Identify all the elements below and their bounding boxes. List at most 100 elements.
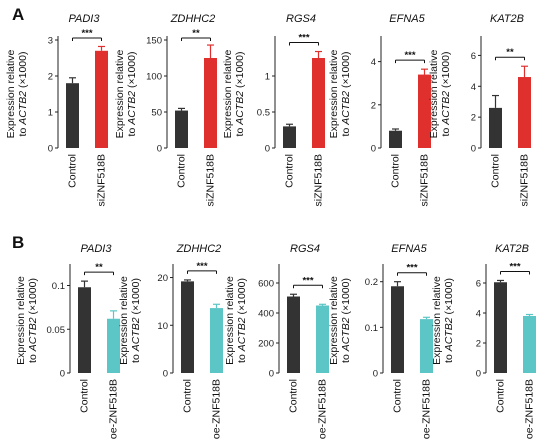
y-axis-label-line1: Expression relative — [224, 276, 236, 365]
category-label: Control — [176, 154, 188, 188]
y-tick-label: 400 — [258, 309, 274, 320]
y-tick-label: 0.2 — [365, 277, 378, 288]
y-axis-label-gene: ACTB2 — [126, 91, 138, 126]
y-axis-label-line2: to ACTB2 (×1000) — [126, 52, 138, 137]
y-axis-label-gene: ACTB2 — [27, 317, 39, 352]
y-axis-label-line2: to ACTB2 (×1000) — [443, 278, 455, 363]
category-label: oe-ZNF518B — [317, 379, 329, 439]
chart-a-efna5: EFNA5 Expression relative to ACTB2 (×1000)… — [328, 13, 431, 207]
y-tick-label: 100 — [146, 72, 162, 83]
y-tick-label: 4 — [371, 57, 376, 68]
y-tick-label: 0 — [269, 369, 274, 380]
bar-control — [181, 281, 194, 373]
y-axis-label-prefix: to — [340, 351, 352, 363]
y-axis-label-line1: Expression relative — [431, 276, 443, 365]
y-tick-label: 1 — [265, 72, 270, 83]
bar-treatment — [420, 319, 433, 373]
y-tick-label: 4 — [476, 309, 481, 320]
chart-b-rgs4: RGS4 Expression relative to ACTB2 (×1000) 0… — [224, 243, 329, 439]
y-axis-label-unit: (×1000) — [443, 278, 455, 317]
category-label: Control — [67, 154, 79, 188]
panel-label-b: B — [12, 233, 24, 252]
bar-control — [287, 296, 300, 373]
y-axis-label-gene: ACTB2 — [234, 91, 246, 126]
bar-treatment — [210, 308, 223, 373]
category-label: siZNF518B — [419, 154, 431, 207]
y-axis-label-prefix: to — [17, 125, 29, 137]
y-tick-label: 6 — [471, 51, 476, 62]
y-axis-label-gene: ACTB2 — [340, 91, 352, 126]
chart-b-kat2b: KAT2B Expression relative to ACTB2 (×1000)… — [431, 243, 536, 439]
significance-stars: ** — [506, 47, 514, 58]
category-label: siZNF518B — [519, 154, 531, 207]
y-axis-label-prefix: to — [130, 351, 142, 363]
y-tick-label: 3 — [48, 36, 53, 47]
bar-control — [66, 83, 79, 148]
significance-stars: *** — [302, 275, 313, 286]
chart-title: ZDHHC2 — [176, 243, 222, 255]
y-tick-label: 0 — [476, 369, 481, 380]
bar-treatment — [418, 74, 431, 148]
category-label: Control — [390, 154, 402, 188]
chart-title: RGS4 — [286, 13, 316, 25]
y-axis-label-prefix: to — [440, 125, 452, 137]
y-axis-label-line2: to ACTB2 (×1000) — [130, 278, 142, 363]
y-axis-label-unit: (×1000) — [236, 278, 248, 317]
y-tick-label: 0.5 — [257, 108, 270, 119]
bar-control — [283, 126, 296, 148]
bar-control — [389, 130, 402, 148]
y-tick-label: 2 — [471, 113, 476, 124]
y-axis-label-line2: to ACTB2 (×1000) — [440, 52, 452, 137]
significance-stars: *** — [298, 33, 309, 44]
y-axis-label-unit: (×1000) — [17, 52, 29, 91]
y-axis-label-line1: Expression relative — [114, 49, 126, 138]
y-tick-label: 20 — [157, 273, 168, 284]
chart-b-zdhhc2: ZDHHC2 Expression relative to ACTB2 (×1000… — [118, 243, 223, 439]
category-label: siZNF518B — [205, 154, 217, 207]
chart-title: EFNA5 — [389, 13, 425, 25]
y-axis-label-gene: ACTB2 — [236, 317, 248, 352]
y-tick-label: 0 — [48, 144, 53, 155]
y-axis-label-gene: ACTB2 — [130, 317, 142, 352]
significance-stars: *** — [196, 261, 207, 272]
category-label: oe-ZNF518B — [524, 379, 536, 439]
y-axis-label-line1: Expression relative — [428, 49, 440, 138]
bar-treatment — [316, 305, 329, 373]
significance-stars: *** — [406, 263, 417, 274]
y-axis-label-unit: (×1000) — [27, 278, 39, 317]
y-axis-label-line2: to ACTB2 (×1000) — [340, 52, 352, 137]
y-tick-label: 4 — [471, 82, 476, 93]
category-label: oe-ZNF518B — [108, 379, 120, 439]
category-label: Control — [182, 379, 194, 413]
y-tick-label: 150 — [146, 36, 162, 47]
category-label: Control — [79, 379, 91, 413]
y-tick-label: 0 — [373, 369, 378, 380]
category-label: Control — [288, 379, 300, 413]
y-tick-label: 0 — [157, 144, 162, 155]
y-tick-label: 0 — [60, 369, 65, 380]
y-axis-label-prefix: to — [236, 351, 248, 363]
y-axis-label-line2: to ACTB2 (×1000) — [234, 52, 246, 137]
y-axis-label-line1: Expression relative — [15, 276, 27, 365]
chart-title: KAT2B — [495, 243, 529, 255]
y-tick-label: 50 — [151, 108, 162, 119]
category-label: Control — [284, 154, 296, 188]
bar-control — [391, 286, 404, 373]
significance-stars: *** — [404, 50, 415, 61]
chart-title: EFNA5 — [391, 243, 427, 255]
y-axis-label-prefix: to — [340, 125, 352, 137]
chart-b-efna5: EFNA5 Expression relative to ACTB2 (×1000)… — [328, 243, 433, 439]
y-axis-label-prefix: to — [27, 351, 39, 363]
category-label: oe-ZNF518B — [421, 379, 433, 439]
bar-treatment — [523, 316, 536, 373]
y-axis-label-line1: Expression relative — [328, 276, 340, 365]
chart-title: PADI3 — [69, 13, 101, 25]
y-axis-label-gene: ACTB2 — [340, 317, 352, 352]
y-axis-label-line2: to ACTB2 (×1000) — [340, 278, 352, 363]
y-tick-label: 200 — [258, 339, 274, 350]
bar-control — [78, 287, 91, 373]
y-tick-label: 600 — [258, 279, 274, 290]
y-axis-label-line2: to ACTB2 (×1000) — [27, 278, 39, 363]
